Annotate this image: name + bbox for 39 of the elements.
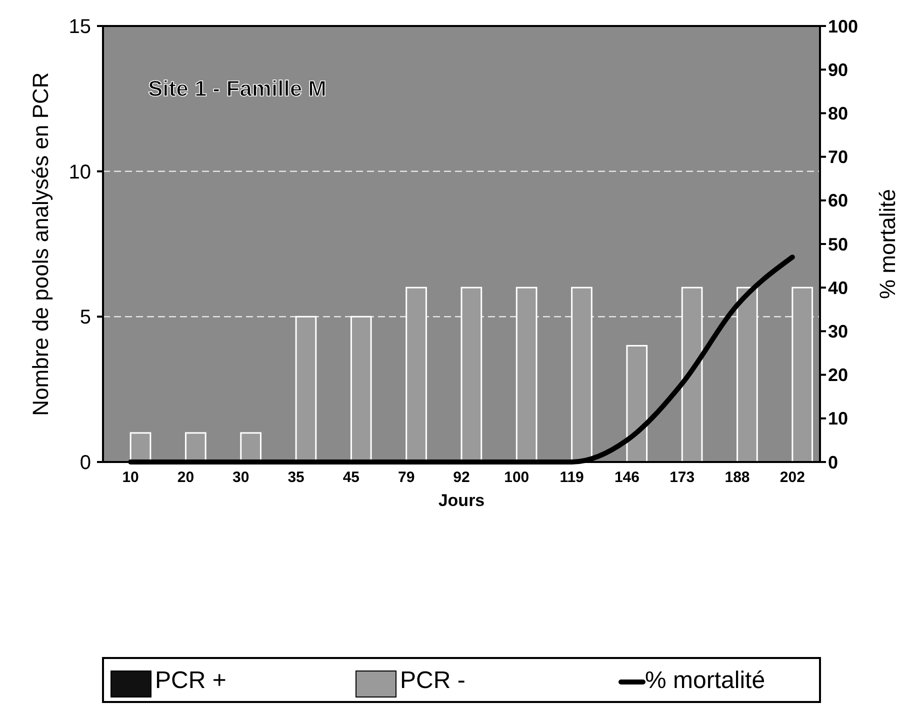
legend-label: PCR + bbox=[155, 667, 226, 694]
legend-label: % mortalité bbox=[645, 667, 766, 694]
bar bbox=[626, 344, 648, 463]
y-axis-title: Nombre de pools analysés en PCR bbox=[28, 72, 53, 416]
y2-tick-label: 50 bbox=[828, 234, 848, 254]
x-tick-label: 202 bbox=[780, 469, 805, 486]
y2-tick-label: 0 bbox=[828, 452, 838, 472]
x-axis-title: Jours bbox=[438, 491, 485, 510]
x-tick-label: 79 bbox=[398, 469, 415, 486]
x-tick-label: 119 bbox=[560, 469, 584, 486]
y2-tick-label: 100 bbox=[828, 16, 858, 36]
x-tick-label: 146 bbox=[614, 469, 640, 486]
y2-tick-label: 40 bbox=[828, 278, 848, 298]
y-tick-label: 15 bbox=[68, 16, 91, 38]
x-tick-label: 92 bbox=[453, 469, 470, 486]
y-tick-label: 10 bbox=[68, 161, 91, 184]
y2-tick-label: 30 bbox=[828, 322, 848, 342]
bar bbox=[681, 286, 703, 463]
y-tick-label: 0 bbox=[80, 452, 91, 474]
x-tick-label: 35 bbox=[288, 469, 304, 486]
x-tick-label: 45 bbox=[342, 469, 360, 486]
x-tick-label: 188 bbox=[724, 469, 750, 486]
text: Site 1 - Famille M bbox=[148, 76, 326, 101]
x-tick-label: 30 bbox=[232, 469, 250, 486]
legend-label: PCR - bbox=[400, 667, 466, 694]
bar bbox=[792, 286, 814, 463]
y2-axis-title: % mortalité bbox=[875, 188, 900, 300]
y2-tick-label: 90 bbox=[828, 60, 848, 80]
y-tick-label: 5 bbox=[80, 306, 91, 329]
y2-tick-label: 70 bbox=[828, 147, 848, 168]
x-tick-label: 100 bbox=[504, 469, 530, 486]
y2-tick-label: 80 bbox=[828, 104, 848, 124]
x-tick-label: 20 bbox=[177, 469, 194, 486]
y2-tick-label: 20 bbox=[828, 365, 848, 386]
y2-tick-label: 10 bbox=[828, 408, 848, 429]
x-tick-label: 10 bbox=[122, 469, 139, 486]
x-tick-label: 173 bbox=[670, 469, 695, 486]
bar bbox=[736, 286, 758, 463]
y2-tick-label: 60 bbox=[828, 190, 848, 211]
